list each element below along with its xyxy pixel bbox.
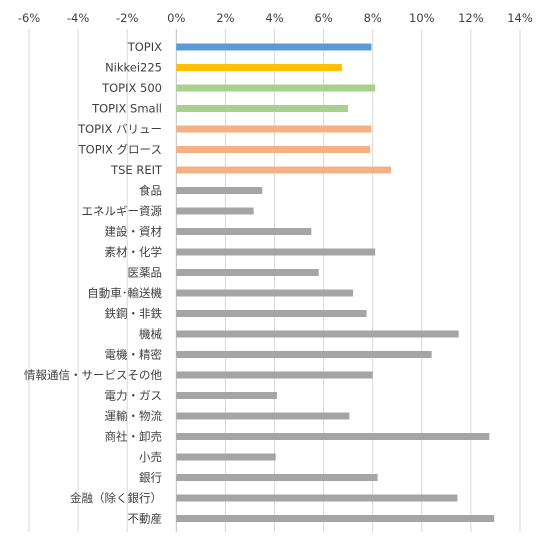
category-label: TOPIX <box>127 40 162 54</box>
bar <box>176 330 459 338</box>
category-labels: TOPIX Nikkei225 TOPIX 500 TOPIX Small TOPIX … <box>24 40 163 526</box>
category-label: 電機・精密 <box>105 348 163 362</box>
x-tick-label: 14% <box>507 11 533 25</box>
bar <box>176 187 263 194</box>
category-label: 小売 <box>139 450 162 464</box>
bar <box>176 453 276 461</box>
gridlines <box>28 29 521 532</box>
x-tick-label: 10% <box>409 11 435 25</box>
category-label: 金融（除く銀行） <box>70 491 162 505</box>
bar <box>176 228 312 235</box>
category-label: TOPIX バリュー <box>77 122 162 136</box>
category-label: 運輸・物流 <box>105 409 163 423</box>
bar <box>176 433 490 440</box>
bars <box>176 43 495 522</box>
category-label: 銀行 <box>139 471 162 485</box>
bar <box>176 125 372 133</box>
x-tick-label: -6% <box>18 11 40 25</box>
x-tick-label: 2% <box>216 11 234 25</box>
bar <box>176 474 378 481</box>
category-label: 自動車･輸送機 <box>87 286 162 300</box>
category-label: 鉄鋼・非鉄 <box>105 307 163 321</box>
category-label: 電力・ガス <box>105 389 163 403</box>
x-tick-label: -2% <box>116 11 138 25</box>
bar <box>176 412 350 420</box>
bar <box>176 392 277 399</box>
category-label: 情報通信・サービスその他 <box>24 368 162 382</box>
bar <box>176 269 319 276</box>
category-label: Nikkei225 <box>105 61 162 75</box>
category-label: 食品 <box>139 184 162 198</box>
bar <box>176 289 354 297</box>
bar <box>176 248 376 256</box>
bar <box>176 515 495 522</box>
bar <box>176 494 458 502</box>
bar <box>176 43 372 51</box>
x-tick-label: 6% <box>314 11 332 25</box>
bar <box>176 351 432 358</box>
category-label: 機械 <box>139 327 162 341</box>
bar <box>176 166 392 174</box>
category-label: 商社・卸売 <box>105 430 163 444</box>
x-tick-label: 4% <box>265 11 283 25</box>
category-label: TSE REIT <box>110 163 163 177</box>
x-tick-label: 8% <box>364 11 382 25</box>
category-label: TOPIX Small <box>91 102 162 116</box>
bar <box>176 105 349 112</box>
bar <box>176 310 367 317</box>
category-label: 医薬品 <box>128 266 163 280</box>
category-label: エネルギー資源 <box>82 204 163 218</box>
bar <box>176 84 376 92</box>
category-label: TOPIX 500 <box>101 81 162 95</box>
category-label: TOPIX グロース <box>78 143 162 157</box>
category-label: 不動産 <box>128 512 163 526</box>
x-tick-label: 12% <box>458 11 484 25</box>
bar <box>176 371 373 379</box>
x-axis-ticks: -6% -4% -2% 0% 2% 4% 6% 8% 10% 12% 14% <box>18 11 533 25</box>
x-tick-label: -4% <box>67 11 89 25</box>
x-tick-label: 0% <box>167 11 185 25</box>
category-label: 素材・化学 <box>105 245 163 259</box>
bar <box>176 64 343 71</box>
bar <box>176 146 371 153</box>
bar <box>176 207 254 215</box>
category-label: 建設・資材 <box>105 225 163 239</box>
